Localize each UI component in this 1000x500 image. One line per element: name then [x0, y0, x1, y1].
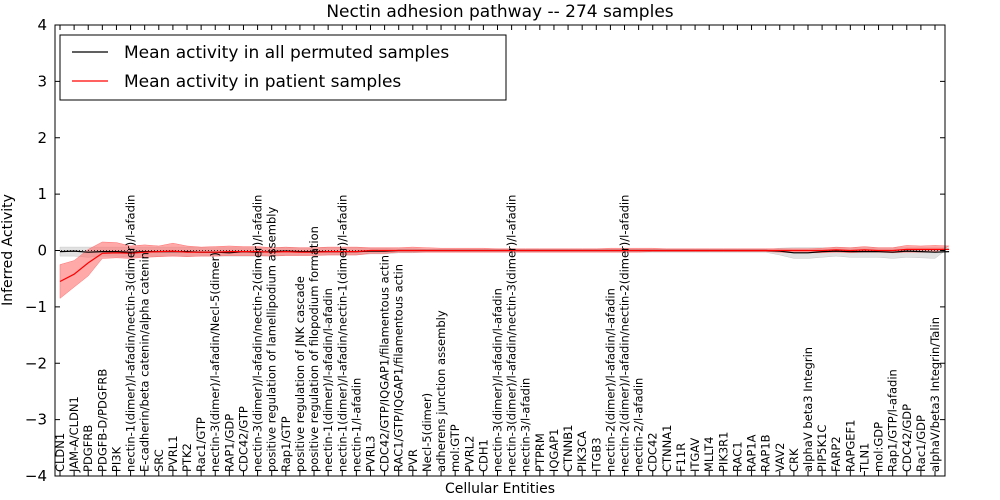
y-tick-label: 4 [37, 16, 47, 34]
y-tick-label: 2 [37, 129, 47, 147]
x-tick-label: PIK3R1 [716, 431, 730, 472]
x-tick-label: positive regulation of JNK cascade [293, 276, 307, 472]
series-line-patient [59, 248, 950, 283]
x-tick-label: Necl-5(dimer) [420, 393, 434, 472]
x-tick-label: CDC42/GDP [900, 404, 914, 472]
x-tick-label: Rap1/GTP/l-afadin [886, 369, 900, 472]
x-tick-label: adherens junction assembly [434, 310, 448, 472]
x-tick-label: positive regulation of lamellipodium ass… [265, 207, 279, 472]
series-lines [59, 248, 950, 283]
x-tick-label: PDGFB-D/PDGFRB [95, 369, 109, 472]
x-axis: CLDN1 JAM-A/CLDN1 PDGFRB PDGFB-D/PDGFRB PI3K… [53, 25, 942, 476]
y-axis-label: Inferred Activity [0, 194, 16, 306]
x-tick-label: CDC42/GTP/IQGAP1/filamentous actin [378, 255, 392, 472]
legend-label-permuted: Mean activity in all permuted samples [124, 43, 449, 63]
y-tick-label: 1 [37, 185, 47, 203]
x-tick-label: nectin-3(dimer)/l-afadin/nectin-3(dimer)… [505, 195, 519, 472]
y-tick-label: −4 [25, 467, 47, 485]
x-tick-label: IQGAP1 [547, 429, 561, 472]
x-tick-label: nectin-3(dimer)/l-afadin/Necl-5(dimer) [208, 252, 222, 472]
x-tick-label: SRC [152, 449, 166, 472]
x-tick-label: Rac1/GDP [914, 415, 928, 472]
x-tick-label: ITGAV [688, 438, 702, 472]
x-tick-label: RAPGEF1 [843, 420, 857, 472]
x-tick-label: PI3K [110, 446, 124, 472]
x-tick-label: PVRL1 [166, 435, 180, 472]
x-tick-label: PIP5K1C [815, 425, 829, 472]
x-tick-label: VAV2 [773, 443, 787, 472]
x-tick-label: RAP1B [759, 434, 773, 472]
x-tick-label: alphaV beta3 Integrin [801, 347, 815, 472]
x-axis-label: Cellular Entities [445, 481, 555, 497]
x-tick-label: nectin-2/l-afadin [632, 378, 646, 472]
x-tick-label: Rac1/GTP [194, 417, 208, 472]
y-tick-label: −3 [25, 411, 47, 429]
x-tick-label: CTNNA1 [660, 425, 674, 472]
x-tick-label: alphaV/beta3 Integrin/Talin [928, 317, 942, 472]
x-tick-label: CTNNB1 [561, 425, 575, 472]
x-tick-label: positive regulation of filopodium format… [307, 226, 321, 472]
x-tick-label: mol:GDP [872, 422, 886, 472]
x-tick-label: PTK2 [180, 443, 194, 472]
x-tick-label: CDH1 [476, 439, 490, 472]
y-tick-label: −2 [25, 354, 47, 372]
legend-label-patient: Mean activity in patient samples [124, 72, 401, 92]
y-axis: −4 −3 −2 −1 0 1 2 3 4 [25, 16, 945, 485]
x-tick-label: nectin-1(dimer)/l-afadin/l-afadin [321, 288, 335, 472]
x-tick-label: JAM-A/CLDN1 [67, 396, 81, 473]
x-tick-label: PTPRM [533, 433, 547, 472]
x-tick-label: nectin-2(dimer)/l-afadin/nectin-2(dimer)… [618, 195, 632, 472]
x-tick-label: F11R [674, 443, 688, 472]
x-tick-label: PVRL2 [462, 435, 476, 472]
x-tick-label: nectin-1/l-afadin [349, 378, 363, 472]
x-tick-label: RAP1A [745, 434, 759, 472]
legend: Mean activity in all permuted samples Me… [59, 34, 507, 101]
x-tick-label: mol:GTP [448, 424, 462, 472]
x-tick-label: CDC42 [646, 432, 660, 472]
x-tick-label: CLDN1 [53, 433, 67, 472]
x-tick-label: E-cadherin/beta catenin/alpha catenin [138, 252, 152, 472]
x-tick-label: PDGFRB [81, 425, 95, 472]
x-tick-label: CDC42/GTP [237, 406, 251, 472]
x-tick-label: nectin-1(dimer)/l-afadin/nectin-3(dimer)… [124, 195, 138, 472]
x-tick-label: TLN1 [857, 443, 871, 473]
x-tick-label: Rap1/GTP [279, 416, 293, 472]
y-tick-label: 3 [37, 72, 47, 90]
x-tick-label: nectin-1(dimer)/l-afadin/nectin-1(dimer)… [335, 195, 349, 472]
x-tick-label: CRK [787, 448, 801, 472]
y-tick-label: 0 [37, 242, 47, 260]
x-tick-label: PVR [406, 449, 420, 472]
x-tick-label: RAP1/GDP [222, 414, 236, 472]
x-tick-label: nectin-3(dimer)/l-afadin/nectin-2(dimer)… [251, 195, 265, 472]
x-tick-label: nectin-2(dimer)/l-afadin/l-afadin [603, 288, 617, 472]
legend-box [59, 34, 507, 101]
x-tick-label: RAC1 [730, 441, 744, 472]
chart-title: Nectin adhesion pathway -- 274 samples [326, 2, 673, 22]
x-tick-label: PIK3CA [575, 431, 589, 472]
x-tick-label: PVRL3 [364, 435, 378, 472]
x-tick-label: nectin-3(dimer)/l-afadin/l-afadin [491, 288, 505, 472]
x-tick-label: ITGB3 [589, 437, 603, 472]
x-tick-label: MLLT4 [702, 437, 716, 473]
x-tick-label: RAC1/GTP/IQGAP1/filamentous actin [392, 264, 406, 472]
x-tick-label: FARP2 [829, 436, 843, 472]
x-tick-label: nectin-3/l-afadin [519, 378, 533, 472]
y-tick-label: −1 [25, 298, 47, 316]
